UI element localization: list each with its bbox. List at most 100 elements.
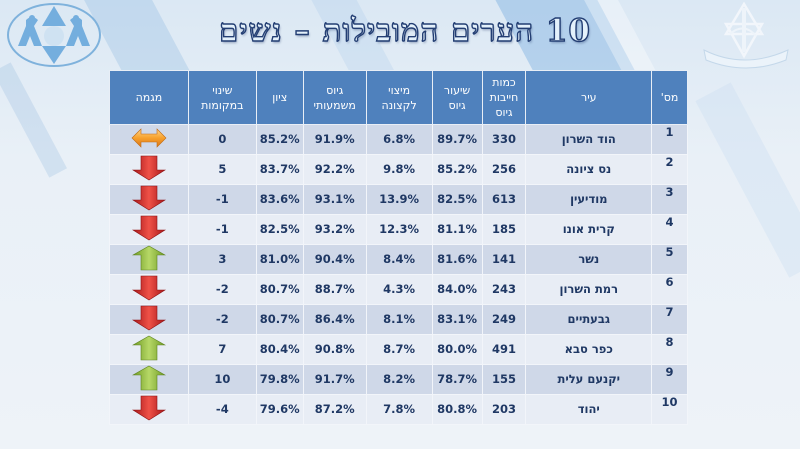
- meaningful-enlistment-cell: 91.9%: [302, 124, 367, 155]
- score-cell: 80.7%: [255, 273, 304, 305]
- header-officers: מיצוי לקצונה: [365, 70, 433, 125]
- score-cell: 83.6%: [255, 183, 304, 215]
- city-cell: גבעתיים: [525, 303, 653, 335]
- officers-cell: 8.7%: [365, 333, 433, 365]
- trend-up-arrow-icon: [131, 335, 167, 364]
- trend-down-arrow-icon: [131, 155, 166, 184]
- eligible-count-cell: 203: [481, 393, 527, 425]
- rank-cell: 10: [651, 393, 688, 425]
- officers-cell: 6.8%: [365, 124, 433, 155]
- trend-down-arrow-icon: [131, 275, 166, 304]
- enlistment-rate-cell: 84.0%: [431, 273, 483, 305]
- enlistment-rate-cell: 81.6%: [431, 243, 483, 275]
- header-rank: מס': [651, 70, 688, 125]
- eligible-count-cell: 256: [481, 153, 527, 185]
- table-header-row: מס' עיר כמות חייבות גיוס שיעור גיוס מיצוי לק…: [109, 70, 688, 125]
- rank-change-cell: -1: [187, 183, 257, 215]
- eligible-count-cell: 249: [481, 303, 527, 335]
- rank-cell: 2: [651, 153, 688, 185]
- meaningful-enlistment-cell: 93.2%: [302, 213, 367, 245]
- trend-cell: [109, 363, 189, 395]
- meaningful-enlistment-cell: 92.2%: [302, 153, 367, 185]
- city-cell: רמת השרון: [525, 273, 653, 305]
- meaningful-enlistment-cell: 91.7%: [302, 363, 367, 395]
- eligible-count-cell: 155: [481, 363, 527, 395]
- score-cell: 80.7%: [255, 303, 304, 335]
- idf-emblem-icon: [703, 1, 789, 69]
- meaningful-enlistment-cell: 86.4%: [302, 303, 367, 335]
- officers-cell: 12.3%: [365, 213, 433, 245]
- city-cell: יהוד: [525, 393, 653, 425]
- organization-emblem-icon: [7, 3, 101, 67]
- trend-cell: [109, 303, 189, 335]
- header-enlistment-rate: שיעור גיוס: [431, 70, 483, 125]
- trend-up-arrow-icon: [131, 245, 167, 274]
- city-cell: הוד השרון: [525, 124, 653, 155]
- officers-cell: 8.4%: [365, 243, 433, 275]
- trend-cell: [109, 333, 189, 365]
- table-row: 6 רמת השרון 243 84.0% 4.3% 88.7% 80.7% -…: [109, 273, 688, 305]
- city-cell: נשר: [525, 243, 653, 275]
- city-cell: כפר סבא: [525, 333, 653, 365]
- header-score: ציון: [255, 70, 304, 125]
- eligible-count-cell: 330: [481, 124, 527, 155]
- rank-change-cell: 10: [187, 363, 257, 395]
- rank-change-cell: -2: [187, 273, 257, 305]
- enlistment-rate-cell: 80.0%: [431, 333, 483, 365]
- rank-change-cell: -1: [187, 213, 257, 245]
- trend-cell: [109, 213, 189, 245]
- header-rank-change: שינוי במקומות: [187, 70, 257, 125]
- rank-cell: 4: [651, 213, 688, 245]
- trend-cell: [109, 153, 189, 185]
- top-cities-table: מס' עיר כמות חייבות גיוס שיעור גיוס מיצוי לק…: [109, 70, 688, 425]
- header-city: עיר: [525, 70, 653, 125]
- rank-cell: 6: [651, 273, 688, 305]
- header-trend: מגמה: [109, 70, 189, 125]
- table-row: 2 נס ציונה 256 85.2% 9.8% 92.2% 83.7% 5: [109, 153, 688, 185]
- table-row: 9 יקנעם עלית 155 78.7% 8.2% 91.7% 79.8% …: [109, 363, 688, 395]
- table-row: 10 יהוד 203 80.8% 7.8% 87.2% 79.6% -4: [109, 393, 688, 425]
- meaningful-enlistment-cell: 87.2%: [302, 393, 367, 425]
- rank-cell: 5: [651, 243, 688, 275]
- meaningful-enlistment-cell: 90.8%: [302, 333, 367, 365]
- trend-unchanged-arrow-icon: [131, 128, 167, 151]
- enlistment-rate-cell: 78.7%: [431, 363, 483, 395]
- trend-cell: [109, 393, 189, 425]
- meaningful-enlistment-cell: 88.7%: [302, 273, 367, 305]
- rank-cell: 9: [651, 363, 688, 395]
- city-cell: יקנעם עלית: [525, 363, 653, 395]
- enlistment-rate-cell: 80.8%: [431, 393, 483, 425]
- page-title: 10 הערים המובילות – נשים: [218, 12, 591, 49]
- enlistment-rate-cell: 85.2%: [431, 153, 483, 185]
- trend-down-arrow-icon: [131, 395, 166, 424]
- officers-cell: 13.9%: [365, 183, 433, 215]
- rank-change-cell: 0: [187, 124, 257, 155]
- meaningful-enlistment-cell: 90.4%: [302, 243, 367, 275]
- officers-cell: 8.2%: [365, 363, 433, 395]
- table-row: 1 הוד השרון 330 89.7% 6.8% 91.9% 85.2% 0: [109, 124, 688, 155]
- table-row: 7 גבעתיים 249 83.1% 8.1% 86.4% 80.7% -2: [109, 303, 688, 335]
- score-cell: 79.8%: [255, 363, 304, 395]
- rank-change-cell: -4: [187, 393, 257, 425]
- trend-down-arrow-icon: [131, 185, 166, 214]
- trend-down-arrow-icon: [131, 305, 166, 334]
- rank-cell: 1: [651, 124, 688, 155]
- trend-up-arrow-icon: [131, 365, 167, 394]
- score-cell: 82.5%: [255, 213, 304, 245]
- eligible-count-cell: 613: [481, 183, 527, 215]
- table-row: 3 מודיעין 613 82.5% 13.9% 93.1% 83.6% -1: [109, 183, 688, 215]
- officers-cell: 8.1%: [365, 303, 433, 335]
- score-cell: 79.6%: [255, 393, 304, 425]
- trend-cell: [109, 183, 189, 215]
- enlistment-rate-cell: 89.7%: [431, 124, 483, 155]
- table-row: 8 כפר סבא 491 80.0% 8.7% 90.8% 80.4% 7: [109, 333, 688, 365]
- rank-cell: 3: [651, 183, 688, 215]
- score-cell: 81.0%: [255, 243, 304, 275]
- rank-change-cell: 3: [187, 243, 257, 275]
- officers-cell: 7.8%: [365, 393, 433, 425]
- enlistment-rate-cell: 81.1%: [431, 213, 483, 245]
- score-cell: 80.4%: [255, 333, 304, 365]
- table-row: 4 קרית אונו 185 81.1% 12.3% 93.2% 82.5% …: [109, 213, 688, 245]
- city-cell: מודיעין: [525, 183, 653, 215]
- score-cell: 85.2%: [255, 124, 304, 155]
